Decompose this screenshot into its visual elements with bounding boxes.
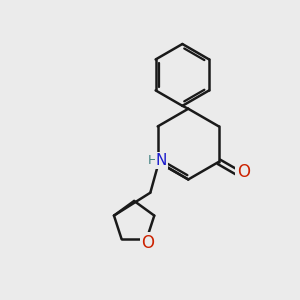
Text: O: O bbox=[237, 163, 250, 181]
Text: O: O bbox=[142, 234, 154, 252]
Text: N: N bbox=[155, 153, 167, 168]
Text: H: H bbox=[148, 154, 157, 167]
